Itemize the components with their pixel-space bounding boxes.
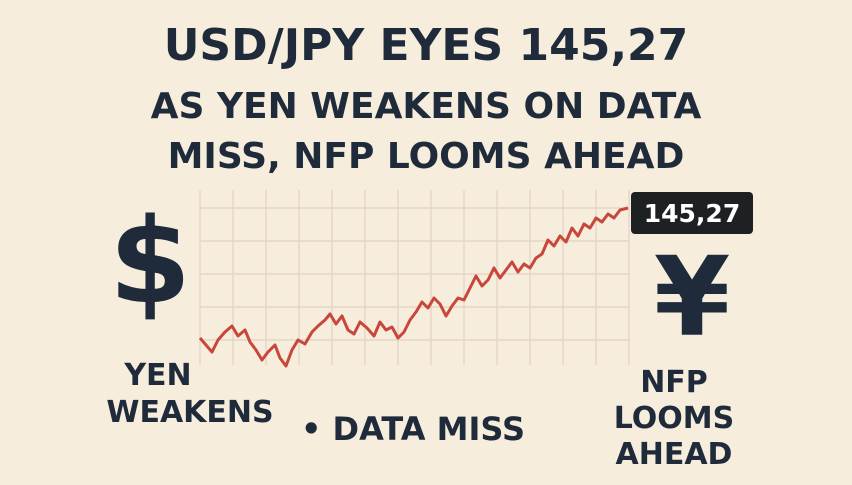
caption: • DATA MISS bbox=[301, 410, 525, 448]
title-line: AS YEN WEAKENS ON DATA bbox=[151, 86, 702, 127]
caption: AHEAD bbox=[616, 437, 733, 472]
title-line: MISS, NFP LOOMS AHEAD bbox=[168, 136, 685, 177]
price-box bbox=[631, 192, 753, 234]
caption: LOOMS bbox=[614, 401, 735, 436]
title-line: USD/JPY EYES 145,27 bbox=[164, 20, 689, 71]
grid bbox=[199, 190, 630, 365]
caption: WEAKENS bbox=[106, 395, 273, 430]
caption: YEN bbox=[123, 358, 191, 393]
price-line bbox=[198, 206, 629, 368]
yen-symbol: ¥ bbox=[654, 233, 731, 361]
caption: NFP bbox=[640, 365, 708, 400]
dollar-symbol: $ bbox=[109, 192, 191, 330]
price-label: 145,27 bbox=[644, 199, 740, 228]
